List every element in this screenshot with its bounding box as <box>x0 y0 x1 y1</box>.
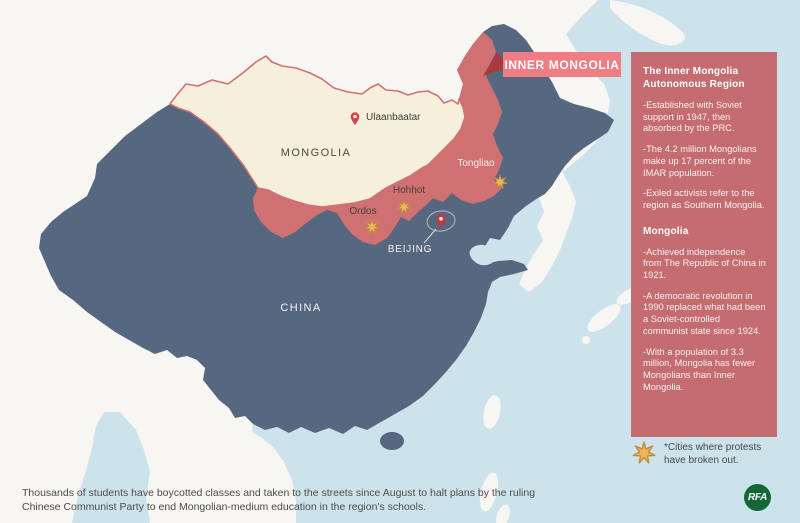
beijing-sketch-circle <box>426 210 456 232</box>
panel-paragraph: -The 4.2 million Mongolians make up 17 p… <box>643 144 757 178</box>
panel-paragraph: -Exiled activists refer to the region as… <box>643 188 765 210</box>
landmass-kamchatka <box>610 0 685 46</box>
panel-paragraph: -A democratic revolution in 1990 replace… <box>643 290 766 336</box>
panel-paragraph: -Achieved independence from The Republic… <box>643 246 766 281</box>
landmass-philippines <box>496 504 510 523</box>
landmass-taiwan <box>483 395 501 429</box>
footer-caption: Thousands of students have boycotted cla… <box>22 487 536 514</box>
panel-section-mongolia-title: Mongolia <box>643 225 689 237</box>
beijing-connector-line <box>423 228 437 244</box>
panel-paragraph: -Established with Soviet support in 1947… <box>643 100 742 134</box>
inner-mongolia-banner-label: INNER MONGOLIA <box>504 57 620 72</box>
info-panel: The Inner Mongolia Autonomous Region -Es… <box>631 52 777 437</box>
ulaanbaatar-label: Ulaanbaatar <box>366 112 421 123</box>
panel-paragraph: -With a population of 3.3 million, Mongo… <box>643 346 756 392</box>
ordos-label: Ordos <box>349 206 377 217</box>
rfa-logo: RFA <box>744 484 771 511</box>
legend-note: *Cities where protests have broken out. <box>664 442 762 466</box>
hohhot-label: Hohhot <box>392 185 426 196</box>
landmass-japan <box>587 304 621 332</box>
tongliao-label: Tongliao <box>457 158 495 169</box>
mongolia-region <box>169 55 466 208</box>
beijing-label: BEIJING <box>387 244 433 255</box>
landmass-philippines <box>479 472 499 512</box>
china-label: CHINA <box>280 302 322 314</box>
panel-section-imar-title: The Inner Mongolia Autonomous Region <box>643 66 745 90</box>
rfa-logo-text: RFA <box>747 492 768 503</box>
inner-mongolia-pointer-arrow <box>483 52 509 76</box>
mongolia-label: MONGOLIA <box>280 147 352 159</box>
landmass-japan <box>582 336 590 344</box>
bohai-gulf <box>469 244 494 266</box>
hainan-island <box>380 432 404 450</box>
inner-mongolia-region <box>253 32 503 245</box>
inner-mongolia-banner: INNER MONGOLIA <box>503 52 621 77</box>
